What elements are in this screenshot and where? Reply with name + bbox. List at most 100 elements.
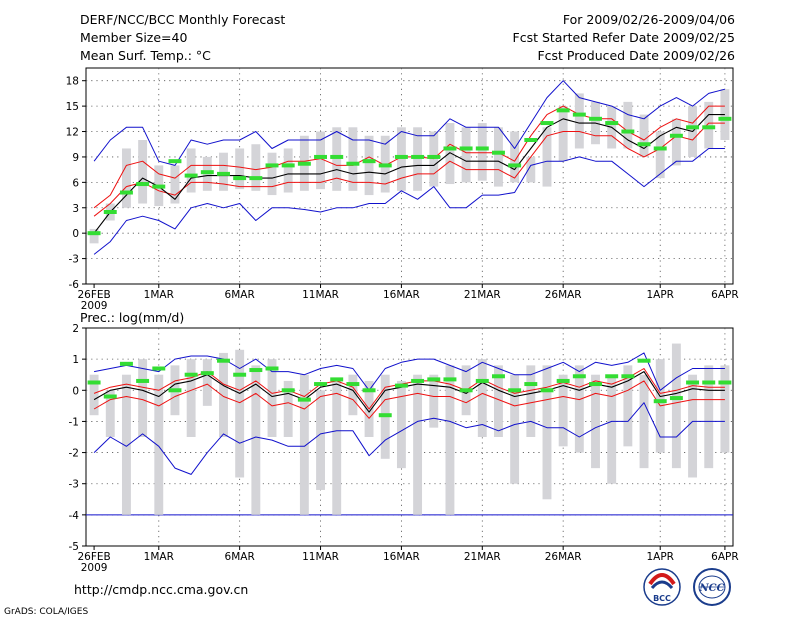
temp-spread-box xyxy=(235,148,245,190)
prec-mean-marker xyxy=(702,380,716,385)
prec-median-line xyxy=(93,371,725,413)
prec-spread-box xyxy=(429,374,439,428)
prec-xtick-label: 6APR xyxy=(711,551,739,563)
prec-mean-marker xyxy=(653,399,667,404)
temp-spread-box xyxy=(283,148,293,193)
prec-xtick-label: 16MAR xyxy=(383,551,420,563)
bcc-logo-arc-blue xyxy=(650,580,674,590)
prec-spread-box xyxy=(348,374,358,416)
prec-ytick-label: -4 xyxy=(69,510,80,522)
prec-ytick-label: 2 xyxy=(72,323,79,335)
temp-mean-marker xyxy=(119,190,133,195)
temp-mean-marker xyxy=(200,170,214,175)
prec-spread-box xyxy=(558,374,568,447)
temp-mean-marker xyxy=(491,150,505,155)
temp-mean-marker xyxy=(702,125,716,130)
prec-spread-box xyxy=(316,390,325,490)
prec-mean-marker xyxy=(200,371,214,376)
prec-mean-marker xyxy=(184,372,198,377)
temp-inner-lower-line xyxy=(93,122,725,217)
temp-mean-marker xyxy=(249,176,263,181)
prec-mean-marker xyxy=(168,388,182,393)
temp-median-line xyxy=(93,114,725,234)
temp-spread-box xyxy=(542,127,552,187)
temp-mean-marker xyxy=(136,182,150,187)
prec-mean-marker xyxy=(136,378,150,383)
prec-ytick-label: 0 xyxy=(72,385,79,397)
prec-mean-marker xyxy=(314,382,328,387)
temp-xtick-label: 6MAR xyxy=(225,289,255,301)
prec-spread-box xyxy=(671,343,681,469)
prec-spread-box xyxy=(267,359,277,437)
temp-mean-marker xyxy=(152,184,166,189)
temp-spread-box xyxy=(558,106,568,162)
temp-mean-marker xyxy=(330,154,344,159)
prec-ytick-label: 1 xyxy=(72,354,79,366)
prec-mean-marker xyxy=(637,358,651,363)
temp-spread-box xyxy=(267,152,277,196)
grads-credit: GrADS: COLA/IGES xyxy=(4,607,88,617)
forecast-produced-date: Fcst Produced Date 2009/02/26 xyxy=(537,48,735,63)
prec-xtick-label: 26MAR xyxy=(545,551,582,563)
temp-inner-upper-line xyxy=(93,105,725,209)
temp-spread-box xyxy=(138,140,148,204)
ncc-logo: NCC xyxy=(693,568,731,606)
prec-mean-marker xyxy=(605,374,619,379)
prec-spread-box xyxy=(591,374,600,469)
temp-mean-marker xyxy=(508,163,522,168)
prec-xtick-label: 1APR xyxy=(646,551,674,563)
prec-spread-box xyxy=(526,365,536,437)
temp-spread-box xyxy=(121,148,131,208)
prec-mean-marker xyxy=(621,374,635,379)
prec-spread-box xyxy=(704,365,714,469)
temp-mean-marker xyxy=(669,133,683,138)
prec-spread-box xyxy=(105,390,115,437)
temp-mean-marker xyxy=(475,146,489,151)
bcc-logo-arc-red xyxy=(648,573,676,586)
prec-spread-box xyxy=(332,380,342,515)
prec-mean-marker xyxy=(378,413,392,418)
temp-mean-marker xyxy=(168,159,182,164)
temp-mean-marker xyxy=(281,163,295,168)
member-size-label: Member Size=40 xyxy=(80,30,187,45)
temp-mean-marker xyxy=(217,171,230,176)
prec-outer-lower-line xyxy=(93,402,725,475)
bcc-logo: BCC xyxy=(643,568,681,606)
prec-spread-box xyxy=(396,380,406,469)
chart-title: DERF/NCC/BCC Monthly Forecast xyxy=(80,12,285,27)
temp-spread-box xyxy=(219,152,228,191)
temp-ytick-label: 15 xyxy=(66,101,79,113)
prec-mean-marker xyxy=(233,372,247,377)
prec-mean-marker xyxy=(556,378,570,383)
prec-spread-box xyxy=(154,374,164,515)
temp-mean-marker xyxy=(362,159,376,164)
prec-spread-box xyxy=(219,352,228,437)
prec-ytick-label: -3 xyxy=(69,479,79,491)
prec-spread-box xyxy=(688,374,698,478)
prec-mean-marker xyxy=(589,382,602,387)
prec-spread-box xyxy=(413,374,423,515)
temp-ytick-label: 9 xyxy=(72,152,79,164)
temp-spread-box xyxy=(251,144,261,191)
temp-ytick-label: -3 xyxy=(69,254,79,266)
prec-spread-box xyxy=(494,365,503,437)
prec-spread-box xyxy=(299,374,309,515)
temp-spread-box xyxy=(655,131,665,179)
temp-spread-box xyxy=(639,114,649,157)
temp-mean-marker xyxy=(589,116,602,121)
temp-mean-marker xyxy=(605,121,619,126)
prec-ytick-label: -1 xyxy=(69,416,79,428)
prec-mean-marker xyxy=(572,374,586,379)
prec-spread-box xyxy=(607,374,617,484)
temp-mean-marker xyxy=(524,138,538,142)
prec-spread-box xyxy=(639,374,649,469)
prec-spread-box xyxy=(574,365,584,453)
temp-mean-marker xyxy=(637,142,651,147)
prec-mean-marker xyxy=(475,378,489,383)
temp-spread-box xyxy=(396,127,406,191)
temp-xtick-label: 21MAR xyxy=(464,289,501,301)
temp-mean-marker xyxy=(103,210,117,214)
prec-mean-marker xyxy=(281,388,295,393)
